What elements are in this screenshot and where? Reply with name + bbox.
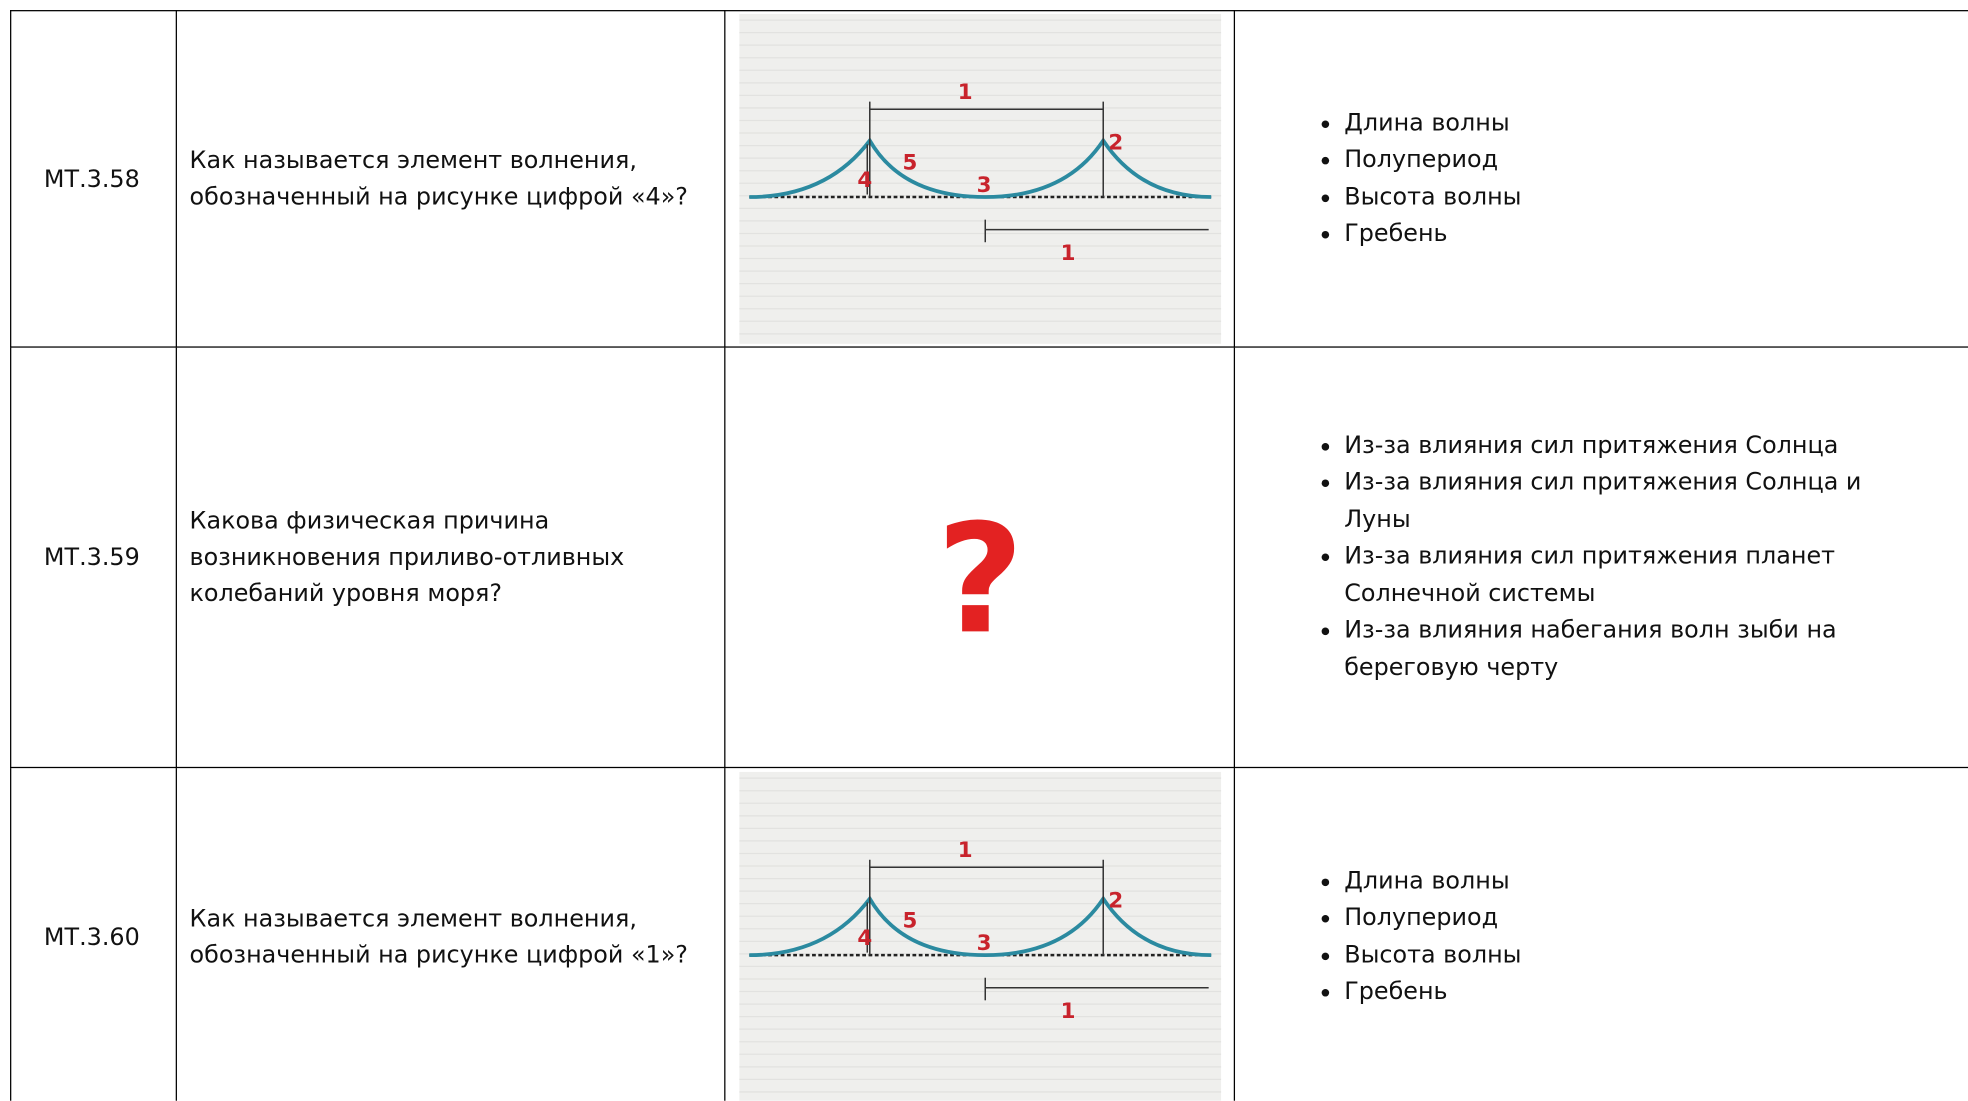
options-cell: Из-за влияния сил притяжения СолнцаИз-за…	[1233, 346, 1968, 769]
wave	[748, 137, 1211, 199]
options-list: Длина волныПолупериодВысота волныГребень	[1235, 105, 1968, 253]
option: Полупериод	[1344, 900, 1934, 937]
figure-label: 2	[1108, 888, 1123, 913]
options-list: Длина волныПолупериодВысота волныГребень	[1235, 863, 1968, 1011]
figure-label: 3	[976, 931, 991, 956]
question-code: МТ.3.58	[10, 10, 177, 348]
figure-label: 4	[857, 168, 872, 193]
question-mark: ?	[936, 491, 1023, 667]
figure: ?	[936, 491, 1023, 667]
figure-label: 5	[902, 150, 917, 175]
wave	[748, 895, 1211, 958]
question-code: МТ.3.60	[10, 766, 177, 1101]
option: Высота волны	[1344, 937, 1934, 974]
option: Высота волны	[1344, 179, 1934, 216]
figure: 1 2 3 4 5 1	[738, 771, 1221, 1101]
option: Из-за влияния сил притяжения планет Солн…	[1344, 539, 1934, 613]
figure-label: 1	[957, 80, 972, 105]
table-row: МТ.3.59 Какова физическая причина возникн…	[10, 346, 1968, 769]
figure-label: 2	[1108, 130, 1123, 155]
options-list: Из-за влияния сил притяжения СолнцаИз-за…	[1235, 428, 1968, 687]
question-table: МТ.3.58 Как называется элемент волнения, …	[10, 10, 1968, 1101]
options-cell: Длина волныПолупериодВысота волныГребень	[1233, 766, 1968, 1101]
figure-cell: 1 2 3 4 5 1	[724, 766, 1236, 1101]
figure-cell: ?	[724, 346, 1236, 769]
option: Гребень	[1344, 216, 1934, 253]
figure-label: 3	[976, 173, 991, 198]
options-cell: Длина волныПолупериодВысота волныГребень	[1233, 10, 1968, 348]
option: Гребень	[1344, 974, 1934, 1011]
table-row: МТ.3.60 Как называется элемент волнения, …	[10, 766, 1968, 1101]
figure-label: 1	[957, 838, 972, 863]
figure-label: 1	[1060, 999, 1075, 1024]
option: Из-за влияния набегания волн зыби на бер…	[1344, 613, 1934, 687]
option: Длина волны	[1344, 105, 1934, 142]
option: Из-за влияния сил притяжения Солнца и Лу…	[1344, 465, 1934, 539]
table-row: МТ.3.58 Как называется элемент волнения, …	[10, 10, 1968, 348]
question-code: МТ.3.59	[10, 346, 177, 769]
option: Полупериод	[1344, 142, 1934, 179]
figure: 1 2 3 4 5 1	[738, 13, 1221, 344]
question-text: Как называется элемент волнения, обознач…	[175, 10, 726, 348]
figure-label: 1	[1060, 241, 1075, 266]
option: Длина волны	[1344, 863, 1934, 900]
figure-label: 5	[902, 909, 917, 934]
question-text: Как называется элемент волнения, обознач…	[175, 766, 726, 1101]
option: Из-за влияния сил притяжения Солнца	[1344, 428, 1934, 465]
question-text: Какова физическая причина возникновения …	[175, 346, 726, 769]
figure-label: 4	[857, 926, 872, 951]
figure-cell: 1 2 3 4 5 1	[724, 10, 1236, 348]
